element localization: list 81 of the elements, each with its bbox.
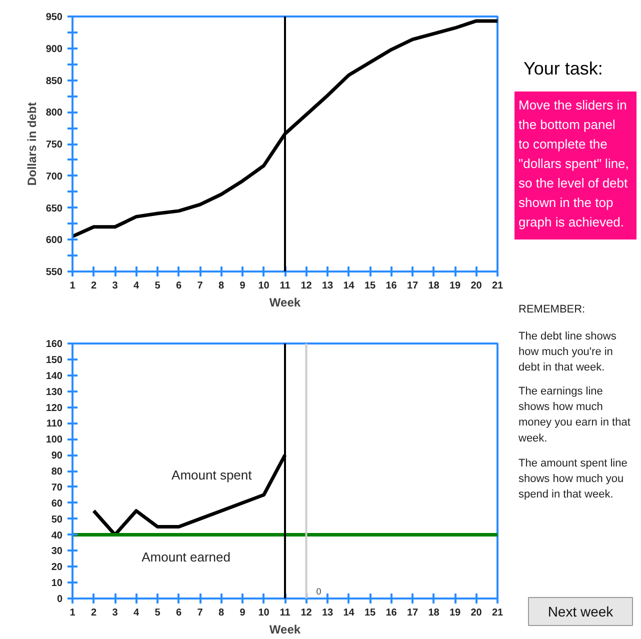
text: REMEMBER: <box>518 304 586 316</box>
y-tick-label: 900 <box>46 44 63 55</box>
text: Next week <box>548 604 614 620</box>
x-tick-label: 19 <box>449 280 461 292</box>
x-tick-label: 12 <box>300 280 312 292</box>
text: The amount spent line shows how much you spend in that week. <box>518 458 628 501</box>
x-tick-label: 9 <box>240 608 246 618</box>
y-tick-label: 60 <box>51 498 63 510</box>
x-tick-label: 10 <box>258 608 270 618</box>
x-tick-label: 2 <box>90 280 97 292</box>
y-tick-label: 110 <box>46 418 63 430</box>
x-tick-label: 15 <box>364 608 376 618</box>
x-tick-label: 11 <box>280 608 291 618</box>
y-tick-label: 80 <box>51 466 63 478</box>
x-tick-label: 17 <box>406 280 418 292</box>
y-tick-label: 650 <box>46 203 63 214</box>
text: Your task: <box>524 58 603 78</box>
x-tick-label: 14 <box>343 608 355 618</box>
y-tick-label: 160 <box>46 339 63 350</box>
x-axis-title: Week <box>269 622 301 636</box>
x-tick-label: 21 <box>492 280 504 292</box>
x-tick-label: 7 <box>197 608 204 618</box>
x-tick-label: 11 <box>280 280 291 292</box>
y-tick-label: 850 <box>46 76 63 87</box>
text: Move the sliders in the bottom panel to complete the "dollars spent" line, so the level of debt shown in the top graph is achieved. <box>518 98 629 230</box>
y-tick-label: 40 <box>51 530 63 542</box>
x-tick-label: 1 <box>70 280 76 292</box>
text: The earnings line shows how much money you earn in that week. <box>518 386 630 444</box>
x-tick-label: 18 <box>428 280 440 292</box>
x-tick-label: 4 <box>133 280 140 292</box>
x-tick-label: 20 <box>470 608 482 618</box>
x-tick-label: 12 <box>300 608 312 618</box>
x-tick-label: 21 <box>492 608 504 618</box>
y-tick-label: 700 <box>46 171 63 182</box>
x-tick-label: 15 <box>364 280 376 292</box>
y-tick-label: 20 <box>51 562 63 574</box>
x-tick-label: 20 <box>470 280 482 292</box>
x-tick-label: 8 <box>218 608 224 618</box>
y-tick-label: 0 <box>56 594 63 605</box>
series-label: Amount spent <box>172 467 252 482</box>
y-tick-label: 550 <box>46 267 63 278</box>
y-tick-label: 30 <box>51 546 63 558</box>
y-tick-label: 70 <box>51 482 63 494</box>
x-tick-label: 18 <box>428 608 440 618</box>
y-tick-label: 600 <box>46 235 63 246</box>
x-tick-label: 5 <box>154 280 161 292</box>
x-tick-label: 17 <box>406 608 418 618</box>
x-tick-label: 6 <box>176 608 182 618</box>
x-tick-label: 13 <box>322 608 334 618</box>
x-tick-label: 9 <box>240 280 246 292</box>
x-tick-label: 8 <box>218 280 224 292</box>
y-tick-label: 90 <box>51 450 63 462</box>
x-axis-title: Week <box>269 296 301 310</box>
text: The debt line shows how much you're in debt in that week. <box>518 330 617 374</box>
series-label: Amount earned <box>142 549 231 564</box>
x-tick-label: 3 <box>112 280 118 292</box>
x-tick-label: 2 <box>90 608 97 618</box>
y-tick-label: 150 <box>46 354 63 366</box>
y-tick-label: 100 <box>46 434 63 446</box>
y-tick-label: 140 <box>46 370 63 382</box>
x-tick-label: 10 <box>258 280 270 292</box>
x-tick-label: 16 <box>386 608 398 618</box>
y-tick-label: 800 <box>46 108 63 119</box>
y-tick-label: 750 <box>46 140 63 150</box>
x-tick-label: 6 <box>176 280 182 292</box>
y-tick-label: 130 <box>46 386 63 398</box>
x-tick-label: 7 <box>197 280 204 292</box>
y-tick-label: 50 <box>51 514 63 526</box>
x-tick-label: 16 <box>386 280 398 292</box>
x-tick-label: 14 <box>343 280 355 292</box>
x-tick-label: 13 <box>322 280 334 292</box>
annotation: 0 <box>316 586 322 596</box>
x-tick-label: 3 <box>112 608 118 618</box>
x-tick-label: 5 <box>154 608 161 618</box>
y-tick-label: 10 <box>51 578 63 590</box>
y-axis-title: Dollars in debt <box>24 102 39 186</box>
x-tick-label: 19 <box>449 608 461 618</box>
y-tick-label: 950 <box>46 12 63 23</box>
x-tick-label: 1 <box>70 608 76 618</box>
x-tick-label: 4 <box>133 608 140 618</box>
y-tick-label: 120 <box>46 402 63 414</box>
